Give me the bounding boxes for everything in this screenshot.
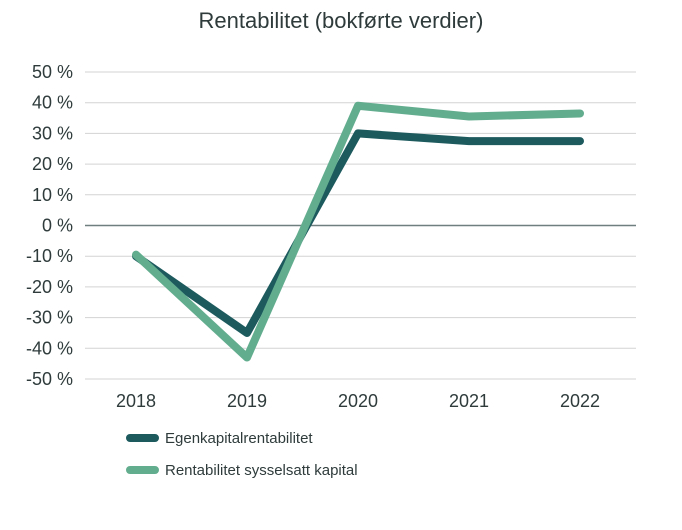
x-tick-label: 2022 — [560, 391, 600, 411]
series-line-1 — [132, 129, 584, 337]
series-line-2 — [132, 101, 584, 362]
x-tick-label: 2018 — [116, 391, 156, 411]
x-tick-label: 2019 — [227, 391, 267, 411]
y-tick-label: 0 % — [42, 216, 73, 236]
chart-title: Rentabilitet (bokførte verdier) — [199, 8, 484, 33]
x-tick-label: 2021 — [449, 391, 489, 411]
y-tick-label: 50 % — [32, 62, 73, 82]
y-tick-label: -40 % — [26, 338, 73, 358]
y-tick-label: 30 % — [32, 123, 73, 143]
legend: Egenkapitalrentabilitet Rentabilitet syss… — [126, 430, 358, 479]
y-tick-label: 10 % — [32, 185, 73, 205]
y-tick-label: -10 % — [26, 246, 73, 266]
x-tick-label: 2020 — [338, 391, 378, 411]
legend-label: Rentabilitet sysselsatt kapital — [165, 462, 358, 479]
legend-label: Egenkapitalrentabilitet — [165, 430, 313, 447]
y-tick-label: 20 % — [32, 154, 73, 174]
x-axis-tick-labels: 2018 2019 2020 2021 2022 — [116, 391, 600, 411]
y-axis-tick-labels: 50 % 40 % 30 % 20 % 10 % 0 % -10 % -20 % -30 % -4… — [26, 62, 73, 389]
y-tick-label: 40 % — [32, 93, 73, 113]
gridlines — [85, 71, 636, 380]
y-tick-label: -20 % — [26, 277, 73, 297]
series-lines — [132, 101, 584, 362]
y-tick-label: -50 % — [26, 369, 73, 389]
y-tick-label: -30 % — [26, 308, 73, 328]
